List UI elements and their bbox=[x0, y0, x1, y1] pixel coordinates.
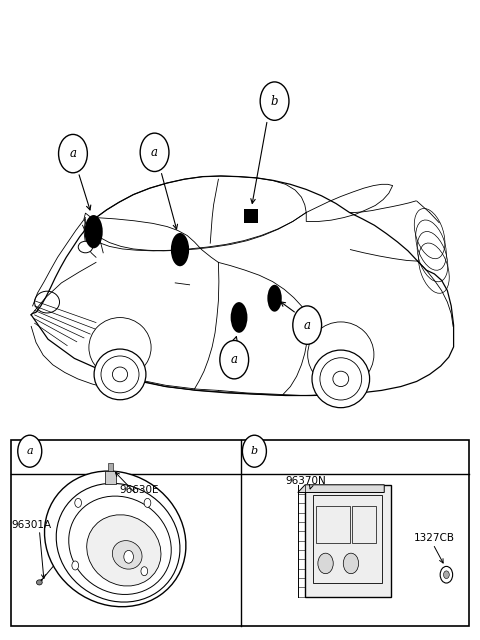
Circle shape bbox=[260, 82, 289, 120]
Text: a: a bbox=[26, 446, 33, 456]
Circle shape bbox=[318, 553, 333, 573]
Ellipse shape bbox=[94, 349, 146, 400]
Circle shape bbox=[293, 306, 322, 344]
Text: 96301A: 96301A bbox=[11, 520, 51, 530]
Bar bbox=[316, 506, 350, 543]
Text: b: b bbox=[251, 446, 258, 456]
Ellipse shape bbox=[171, 233, 189, 266]
Bar bbox=[305, 485, 391, 596]
Circle shape bbox=[124, 550, 133, 563]
Text: 96370N: 96370N bbox=[286, 476, 326, 486]
Ellipse shape bbox=[36, 580, 42, 585]
Circle shape bbox=[440, 566, 453, 583]
Ellipse shape bbox=[312, 350, 370, 408]
Ellipse shape bbox=[112, 367, 128, 382]
Circle shape bbox=[242, 435, 266, 467]
Text: 96630E: 96630E bbox=[120, 485, 159, 495]
Circle shape bbox=[72, 561, 79, 570]
Circle shape bbox=[59, 134, 87, 173]
Bar bbox=[352, 506, 376, 543]
Bar bbox=[11, 440, 469, 626]
Ellipse shape bbox=[333, 371, 348, 387]
Circle shape bbox=[343, 553, 359, 573]
Text: a: a bbox=[231, 353, 238, 366]
Bar bbox=[108, 463, 113, 471]
Text: a: a bbox=[70, 147, 76, 160]
Ellipse shape bbox=[84, 215, 103, 248]
Text: a: a bbox=[151, 146, 158, 159]
Circle shape bbox=[141, 566, 148, 575]
Polygon shape bbox=[298, 485, 384, 493]
Circle shape bbox=[140, 133, 169, 172]
Circle shape bbox=[444, 571, 449, 579]
Circle shape bbox=[75, 499, 82, 508]
Ellipse shape bbox=[87, 515, 161, 586]
Circle shape bbox=[18, 435, 42, 467]
Bar bbox=[313, 495, 382, 582]
Ellipse shape bbox=[45, 471, 186, 607]
Text: b: b bbox=[271, 95, 278, 108]
Text: 1327CB: 1327CB bbox=[414, 532, 455, 543]
Ellipse shape bbox=[267, 285, 282, 312]
FancyBboxPatch shape bbox=[244, 209, 258, 223]
Text: a: a bbox=[304, 319, 311, 332]
Circle shape bbox=[144, 499, 151, 508]
Circle shape bbox=[220, 340, 249, 379]
Ellipse shape bbox=[112, 541, 142, 569]
Bar bbox=[105, 471, 116, 484]
Ellipse shape bbox=[78, 241, 93, 253]
Ellipse shape bbox=[230, 302, 248, 333]
